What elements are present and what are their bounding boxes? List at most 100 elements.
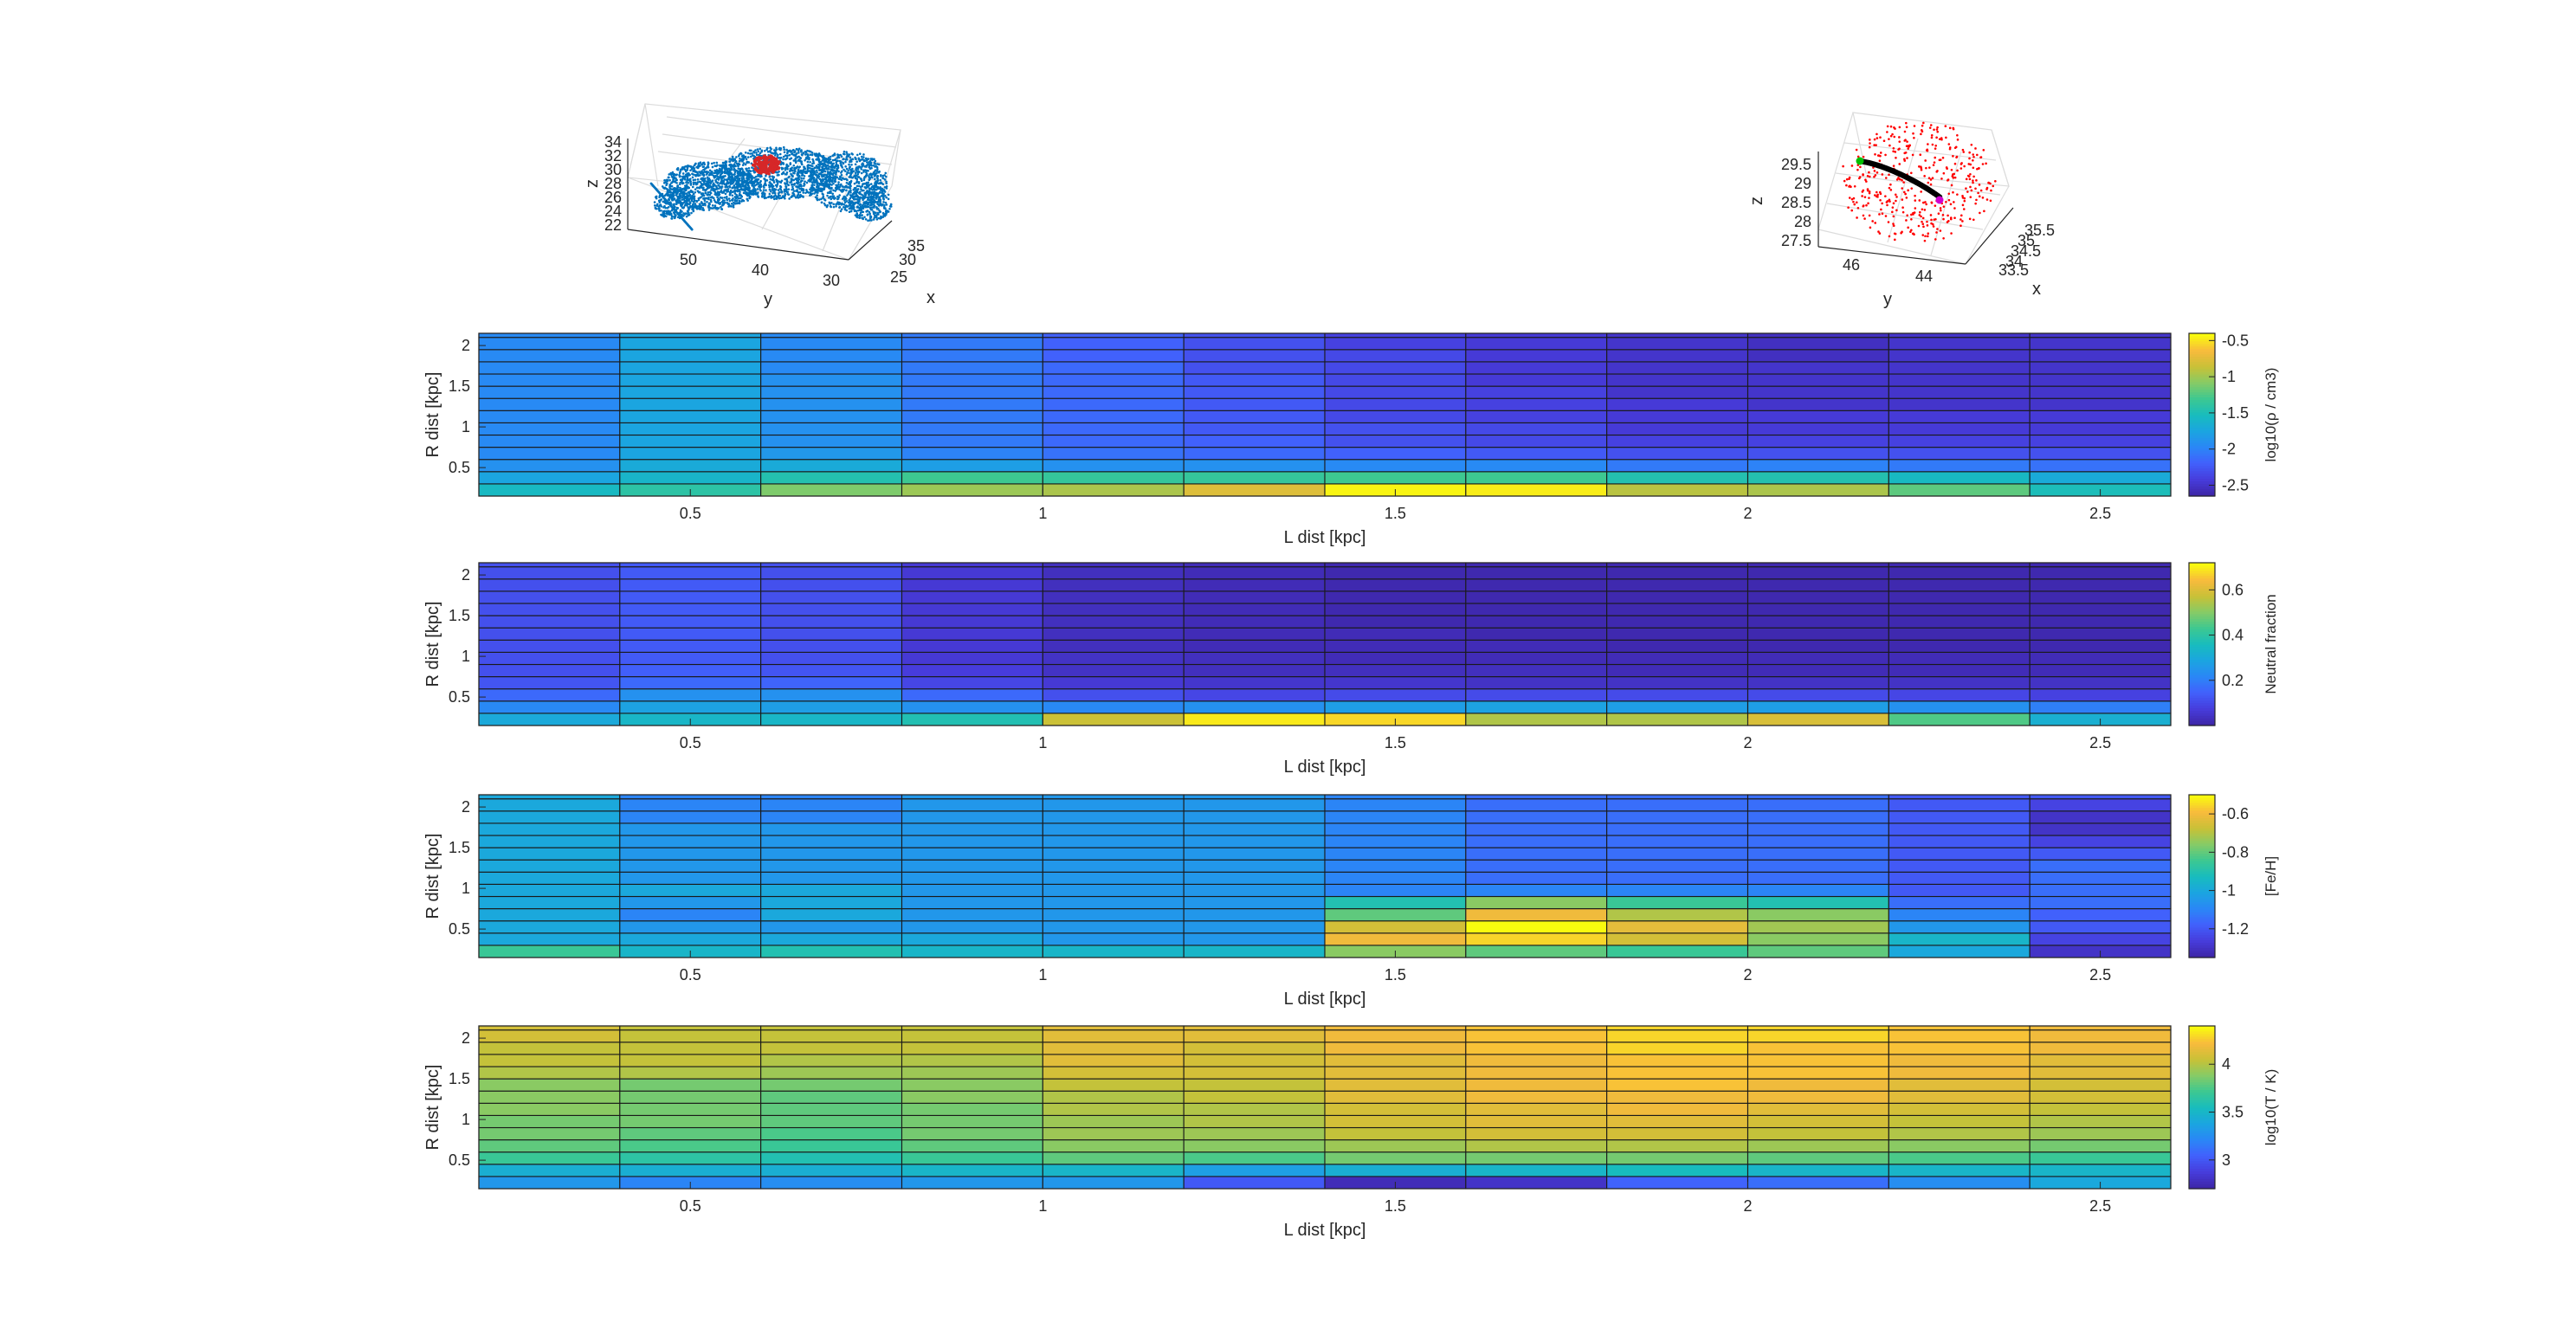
scatter-point <box>663 186 667 190</box>
scatter-point <box>1914 207 1917 210</box>
colorbar-segment <box>2189 366 2215 370</box>
heatmap-cell <box>1042 1114 1185 1129</box>
colorbar-segment <box>2189 416 2215 421</box>
scatter-point <box>870 198 873 201</box>
colorbar-segment <box>2189 631 2215 635</box>
heatmap-cell <box>760 835 903 848</box>
scatter-point <box>700 163 703 166</box>
heatmap-cell <box>2029 688 2172 702</box>
scatter-point <box>671 191 675 195</box>
heatmap-cell <box>1888 871 2030 885</box>
scatter-point <box>776 174 779 177</box>
colorbar-segment <box>2189 570 2215 574</box>
colorbar-tick-label: 0.4 <box>2222 627 2244 644</box>
scatter-point <box>779 181 783 184</box>
heatmap-cell <box>619 1029 762 1043</box>
colorbar-segment <box>2189 1186 2215 1190</box>
heatmap-cell <box>760 1042 903 1055</box>
scatter-point <box>775 185 778 188</box>
heatmap-cell <box>760 1090 903 1104</box>
scatter-point <box>1853 203 1856 206</box>
heatmap-cell <box>760 1054 903 1067</box>
heatmap-cell <box>619 1090 762 1104</box>
scatter-point <box>1953 207 1956 210</box>
scatter-point <box>724 168 727 171</box>
scatter-point <box>681 193 685 197</box>
heatmap-cell <box>1465 676 1608 690</box>
heatmap-cell <box>1183 562 1326 568</box>
heatmap-cell <box>1042 700 1185 714</box>
heatmap-cell <box>1042 447 1185 461</box>
scatter-point <box>1956 139 1959 141</box>
scatter-point <box>679 170 682 173</box>
scatter-point <box>795 147 798 151</box>
heatmap-cell <box>901 483 1043 497</box>
scatter-point <box>747 161 751 164</box>
heatmap-cell <box>1183 615 1326 629</box>
colorbar-segment <box>2189 667 2215 670</box>
scatter-point <box>684 188 687 191</box>
scatter-point <box>835 171 837 174</box>
heatmap-cell <box>1888 337 2030 351</box>
colorbar-segment <box>2189 853 2215 857</box>
scatter-point <box>1905 219 1908 222</box>
scatter-point <box>1903 158 1906 161</box>
scatter-point <box>846 178 849 182</box>
scatter-point <box>842 185 845 189</box>
scatter-point <box>1921 234 1925 236</box>
heatmap-cell <box>1888 627 2030 641</box>
heatmap-cell <box>760 1025 903 1031</box>
colorbar-segment <box>2189 955 2215 958</box>
heatmap-cell <box>619 410 762 423</box>
scatter-point <box>693 199 696 202</box>
scatter-point <box>854 201 857 204</box>
heatmap-cell <box>760 447 903 461</box>
heatmap-cell <box>1606 920 1749 934</box>
scatter-point <box>780 166 784 170</box>
scatter-point <box>876 163 879 165</box>
heatmap-cell <box>478 471 621 485</box>
scatter-point <box>860 209 863 211</box>
heatmap-cell <box>760 361 903 375</box>
colorbar-segment <box>2189 376 2215 380</box>
scatter-point <box>733 158 736 161</box>
heatmap-cell <box>760 373 903 387</box>
colorbar-segment <box>2189 807 2215 811</box>
scatter-point <box>846 205 849 208</box>
scatter-point <box>1873 175 1876 178</box>
scatter-point <box>682 195 686 198</box>
scatter-point <box>885 187 888 190</box>
scatter-point <box>689 189 693 192</box>
scatter-point <box>730 203 733 205</box>
scatter-point <box>1867 202 1869 205</box>
scatter-point <box>826 194 829 197</box>
scatter-point <box>883 194 887 197</box>
scatter-point <box>668 178 671 182</box>
heatmap-cell <box>1465 932 1608 946</box>
scatter-point <box>1905 121 1908 125</box>
heatmap-cell <box>1042 1025 1185 1031</box>
scatter-point <box>853 186 856 190</box>
scatter-point <box>1968 217 1972 221</box>
heatmap-cell <box>619 932 762 946</box>
x-tick-label: 2 <box>1743 505 1752 522</box>
heatmap-cell <box>1183 859 1326 873</box>
heatmap-cell <box>760 483 903 497</box>
heatmap-cell <box>1042 349 1185 363</box>
scatter-point <box>1953 201 1955 203</box>
scatter-point <box>868 206 872 210</box>
scatter-point <box>1897 148 1900 151</box>
scatter-point <box>694 204 698 208</box>
colorbar-segment <box>2189 914 2215 918</box>
colorbar-segment <box>2189 384 2215 388</box>
scatter-point <box>746 199 749 202</box>
scatter-point <box>854 195 857 198</box>
scatter-point <box>1862 189 1865 192</box>
scatter-point <box>693 195 696 198</box>
heatmap-cell <box>2029 385 2172 399</box>
colorbar-segment <box>2189 402 2215 405</box>
scatter-point <box>726 170 729 173</box>
scatter-point <box>703 199 707 203</box>
heatmap-cell <box>619 1054 762 1067</box>
